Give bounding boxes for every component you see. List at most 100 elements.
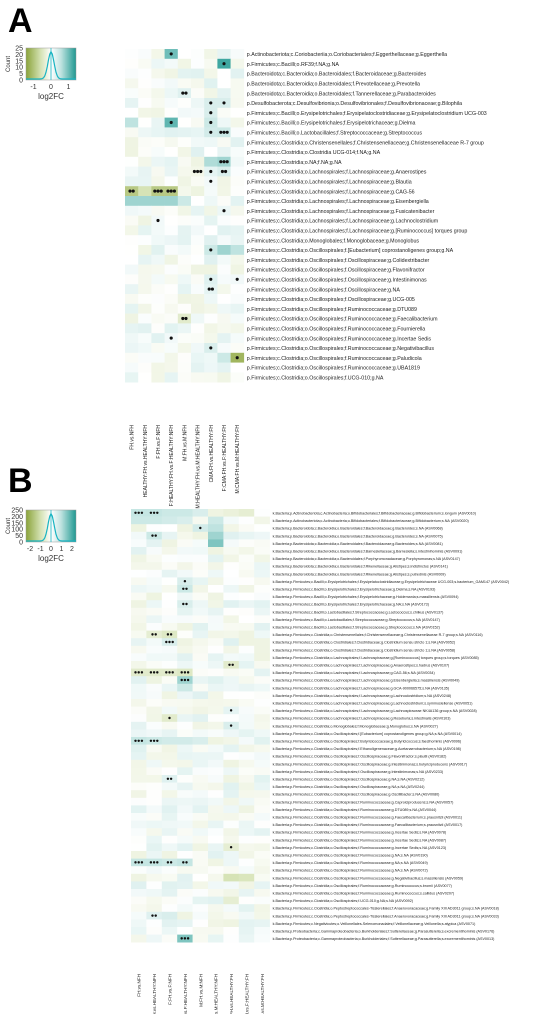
- significance-dot: [185, 587, 188, 591]
- heatmap-cell: [192, 782, 209, 791]
- heatmap-cell: [161, 653, 178, 662]
- comparison-label: FH.vs.NFH: [137, 974, 142, 997]
- heatmap-cell: [164, 78, 179, 89]
- heatmap-cell: [204, 205, 218, 216]
- heatmap-cell: [254, 744, 270, 753]
- heatmap-cell: [192, 828, 209, 837]
- heatmap-cell: [208, 600, 224, 609]
- heatmap-cell: [138, 372, 152, 383]
- heatmap-cell: [177, 721, 193, 730]
- taxon-label: k.Bacteria;p.Firmicutes;c.Clostridia;o.O…: [273, 884, 452, 888]
- heatmap-cell: [125, 147, 139, 158]
- heatmap-cell: [230, 156, 245, 167]
- legend-ytick: 15: [15, 58, 23, 65]
- heatmap-cell: [131, 744, 147, 753]
- heatmap-cell: [208, 623, 224, 631]
- significance-dot: [169, 633, 173, 636]
- heatmap-cell: [223, 813, 240, 821]
- heatmap-cell: [151, 284, 165, 295]
- heatmap-cell: [223, 759, 240, 768]
- heatmap-cell: [238, 562, 255, 571]
- heatmap-cell: [208, 653, 224, 662]
- heatmap-cell: [238, 782, 255, 791]
- heatmap-cell: [192, 934, 209, 943]
- heatmap-cell: [131, 714, 147, 723]
- heatmap-cell: [230, 88, 245, 99]
- heatmap-cell: [192, 661, 209, 669]
- significance-dot: [156, 189, 160, 193]
- heatmap-cell: [146, 835, 163, 844]
- heatmap-cell: [177, 843, 193, 852]
- heatmap-cell: [164, 294, 179, 305]
- taxon-label: p.Firmicutes;c.Clostridia;o.Oscillospira…: [247, 258, 430, 264]
- heatmap-cell: [161, 790, 178, 799]
- comparison-label: HEALTHY:FH.vs.HEALTHY:NFH: [143, 425, 149, 498]
- heatmap-cell: [204, 58, 218, 69]
- heatmap-cell: [238, 797, 255, 806]
- heatmap-cell: [192, 554, 209, 563]
- heatmap-cell: [208, 835, 224, 844]
- heatmap-cell: [151, 264, 165, 275]
- taxon-label: p.Firmicutes;c.Clostridia;o.Oscillospira…: [247, 326, 425, 332]
- heatmap-cell: [204, 78, 218, 89]
- heatmap-cell: [131, 585, 147, 593]
- taxon-label: k.Bacteria;p.Firmicutes;c.Clostridia;o.O…: [273, 869, 428, 873]
- heatmap-cell: [146, 638, 163, 647]
- heatmap-cell: [208, 554, 224, 563]
- significance-dot: [182, 861, 185, 864]
- legend-xtick: 0: [49, 546, 53, 553]
- heatmap-cell: [254, 805, 270, 814]
- heatmap-cell: [208, 676, 224, 685]
- heatmap-cell: [208, 896, 224, 905]
- heatmap-cell: [238, 600, 255, 609]
- comparison-label: F:FH.vs.F:NFH: [156, 425, 162, 459]
- taxon-label: k.Bacteria;p.Firmicutes;c.Clostridia;o.O…: [273, 739, 462, 743]
- heatmap-cell: [177, 607, 193, 616]
- heatmap-cell: [161, 835, 178, 844]
- heatmap-cell: [192, 592, 209, 601]
- heatmap-cell: [146, 889, 163, 897]
- significance-dot: [134, 671, 137, 674]
- heatmap-cell: [164, 127, 179, 138]
- heatmap-cell: [191, 49, 205, 60]
- heatmap-cell: [164, 147, 179, 158]
- heatmap-cell: [208, 714, 224, 723]
- heatmap-cell: [217, 284, 231, 295]
- heatmap-cell: [131, 797, 147, 806]
- heatmap-cell: [238, 767, 255, 776]
- heatmap-cell: [125, 117, 139, 128]
- heatmap-cell: [125, 323, 139, 334]
- heatmap-cell: [217, 352, 231, 363]
- heatmap-cell: [192, 866, 209, 875]
- heatmap-cell: [131, 927, 147, 935]
- taxon-label: k.Bacteria;p.Firmicutes;c.Clostridia;o.C…: [273, 641, 456, 645]
- heatmap-cell: [223, 775, 240, 783]
- heatmap-cell: [217, 343, 231, 354]
- heatmap-cell: [125, 245, 139, 256]
- heatmap-cell: [204, 88, 218, 99]
- heatmap-cell: [151, 127, 165, 138]
- heatmap-1: k.Bacteria;p.Actinobacteriota;c.Actinoba…: [131, 509, 509, 1014]
- heatmap-cell: [146, 653, 163, 662]
- heatmap-cell: [164, 284, 179, 295]
- taxon-label: k.Bacteria;p.Firmicutes;c.Clostridia;o.O…: [273, 793, 440, 797]
- heatmap-cell: [177, 813, 193, 821]
- heatmap-cell: [138, 205, 152, 216]
- taxon-label: k.Bacteria;p.Firmicutes;c.Clostridia;o.L…: [273, 686, 449, 690]
- heatmap-cell: [238, 554, 255, 563]
- legend-xlabel: log2FC: [38, 554, 64, 563]
- taxon-label: p.Firmicutes;c.Clostridia;o.NA;f.NA;g.NA: [247, 160, 342, 166]
- heatmap-cell: [223, 927, 240, 935]
- heatmap-cell: [146, 851, 163, 859]
- significance-dot: [183, 579, 187, 583]
- heatmap-cell: [146, 547, 163, 555]
- heatmap-cell: [177, 264, 192, 275]
- panel-b-letter: B: [8, 462, 33, 500]
- heatmap-cell: [238, 729, 255, 738]
- heatmap-cell: [138, 98, 152, 109]
- heatmap-cell: [161, 775, 178, 783]
- heatmap-cell: [146, 881, 163, 890]
- significance-dot: [181, 91, 185, 95]
- heatmap-cell: [192, 889, 209, 897]
